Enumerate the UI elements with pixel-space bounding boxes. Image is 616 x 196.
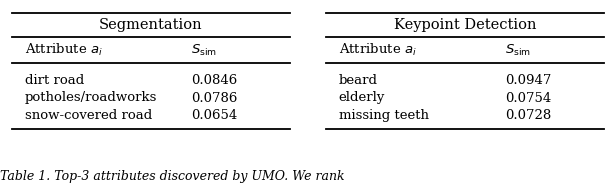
Text: 0.0846: 0.0846: [191, 74, 237, 87]
Text: 0.0786: 0.0786: [191, 92, 237, 104]
Text: beard: beard: [339, 74, 378, 87]
Text: 0.0654: 0.0654: [191, 109, 237, 122]
Text: 0.0728: 0.0728: [505, 109, 551, 122]
Text: Attribute $a_i$: Attribute $a_i$: [25, 42, 102, 58]
Text: Attribute $a_i$: Attribute $a_i$: [339, 42, 416, 58]
Text: Table 1. Top-3 attributes discovered by UMO. We rank: Table 1. Top-3 attributes discovered by …: [0, 170, 344, 183]
Text: 0.0754: 0.0754: [505, 92, 551, 104]
Text: $S_\mathrm{sim}$: $S_\mathrm{sim}$: [505, 42, 531, 58]
Text: Segmentation: Segmentation: [99, 17, 203, 32]
Text: $S_\mathrm{sim}$: $S_\mathrm{sim}$: [191, 42, 217, 58]
Text: Keypoint Detection: Keypoint Detection: [394, 17, 537, 32]
Text: dirt road: dirt road: [25, 74, 84, 87]
Text: potholes/roadworks: potholes/roadworks: [25, 92, 157, 104]
Text: missing teeth: missing teeth: [339, 109, 429, 122]
Text: snow-covered road: snow-covered road: [25, 109, 152, 122]
Text: elderly: elderly: [339, 92, 385, 104]
Text: 0.0947: 0.0947: [505, 74, 551, 87]
